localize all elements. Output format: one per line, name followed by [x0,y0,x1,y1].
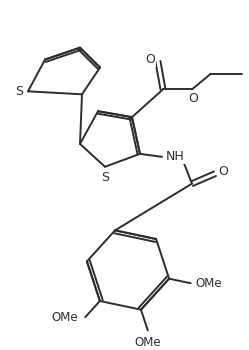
Text: O: O [188,92,198,105]
Text: OMe: OMe [52,311,78,324]
Text: NH: NH [166,150,184,163]
Text: O: O [218,165,228,178]
Text: O: O [145,53,155,66]
Text: OMe: OMe [195,277,222,290]
Text: S: S [101,171,109,184]
Text: S: S [15,85,23,98]
Text: OMe: OMe [134,336,161,349]
